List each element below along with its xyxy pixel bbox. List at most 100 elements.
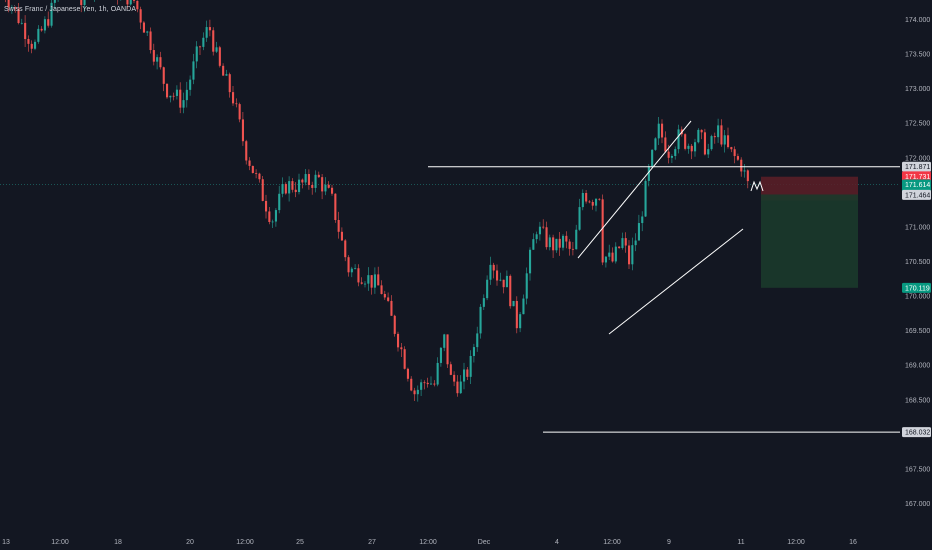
candle-body [608,252,611,257]
candle-body [661,123,664,138]
candle-body [717,125,720,138]
candle-body [156,57,159,62]
candle-body [410,378,413,391]
candle-body [746,170,749,182]
channel-lower-line[interactable] [608,228,744,335]
candle-body [17,8,20,24]
price-tag [902,189,931,200]
candle-body [604,256,607,263]
candle-body [641,216,644,224]
candle-body [406,368,409,379]
candle-body [430,383,433,385]
candle-body [261,179,264,201]
candle-body [304,174,307,183]
candle-body [380,285,383,294]
candle-body [677,129,680,150]
y-tick-label: 174.000 [905,17,930,24]
candle-body [377,274,380,286]
candle-body [496,270,499,281]
candle-body [466,369,469,377]
candle-body [730,147,733,150]
candle-body [83,0,86,6]
candle-body [736,156,739,160]
candle-body [578,207,581,230]
x-tick-label: 9 [667,539,671,546]
x-tick-label: 11 [737,539,744,546]
candle-body [222,65,225,76]
candle-body [50,2,53,26]
y-tick-label: 167.500 [905,466,930,473]
candle-body [459,381,462,394]
candle-body [274,210,277,222]
pattern-marker-icon[interactable] [750,180,764,192]
y-tick-label: 172.000 [905,155,930,162]
candle-body [136,0,139,10]
candle-body [476,333,479,348]
x-tick-label: 12:00 [787,539,805,546]
price-tag [902,161,931,172]
candle-body [324,184,327,192]
candle-body [552,237,555,251]
candle-body [439,347,442,363]
candle-body [469,355,472,377]
price-tag-label: 171.464 [905,192,930,199]
candle-body [611,252,614,262]
candle-body [321,177,324,192]
candle-body [713,136,716,138]
candle-body [370,275,373,288]
candle-body [690,145,693,152]
candle-body [674,149,677,156]
candle-body [654,138,657,150]
candle-body [43,19,46,31]
candle-body [169,95,172,98]
candle-body [565,235,568,242]
candle-body [667,151,670,158]
y-tick-label: 173.000 [905,86,930,93]
candle-body [294,189,297,193]
candle-body [443,334,446,348]
candle-body [505,275,508,288]
candle-body [614,246,617,262]
candle-body [301,179,304,183]
candle-body [258,173,261,180]
x-tick-label: 12:00 [419,539,437,546]
candle-body [166,83,169,98]
candle-body [24,22,27,40]
candle-body [152,50,155,62]
candle-body [664,137,667,152]
candle-body [694,142,697,152]
candle-body [413,390,416,395]
candle-body [403,349,406,369]
candle-body [575,229,578,250]
candle-body [291,181,294,190]
candle-body [215,47,218,52]
channel-upper-line[interactable] [577,120,692,259]
candle-body [47,19,50,26]
candle-body [27,39,30,44]
candle-body [232,92,235,104]
candle-body [281,184,284,194]
candle-body [53,0,56,3]
candle-body [10,7,13,8]
take-profit-zone[interactable] [761,194,858,288]
candle-body [453,374,456,382]
candle-body [350,268,353,273]
candle-body [334,193,337,221]
candle-body [354,268,357,270]
candle-body [30,43,33,49]
candle-body [555,238,558,251]
y-tick-label: 169.000 [905,363,930,370]
y-tick-label: 172.500 [905,121,930,128]
candle-body [182,100,185,108]
candle-body [697,129,700,143]
candle-body [519,314,522,329]
price-tag-label: 171.614 [905,182,930,189]
candle-body [185,89,188,101]
x-tick-label: 27 [368,539,376,546]
candle-body [298,179,301,193]
candle-body [416,389,419,395]
candle-body [723,135,726,145]
candle-body [331,187,334,194]
candle-body [621,238,624,248]
